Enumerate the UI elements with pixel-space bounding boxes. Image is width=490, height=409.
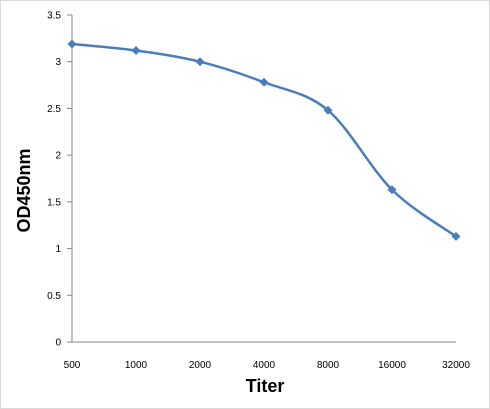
- x-tick-label: 8000: [317, 360, 340, 371]
- series-line: [71, 42, 457, 238]
- x-tick-label: 500: [64, 360, 81, 371]
- x-tick-label: 4000: [253, 360, 276, 371]
- y-tick-label: 3: [55, 57, 61, 68]
- data-point-marker: [323, 105, 333, 115]
- y-tick-label: 1.5: [47, 197, 61, 208]
- y-tick-label: 0.5: [47, 291, 61, 302]
- y-tick-label: 2.5: [47, 104, 61, 115]
- data-point-marker: [259, 77, 269, 87]
- y-tick-label: 1: [55, 244, 61, 255]
- x-tick-label: 16000: [378, 360, 406, 371]
- x-tick-label: 2000: [189, 360, 212, 371]
- x-tick-label: 32000: [442, 360, 470, 371]
- data-point-marker: [67, 39, 77, 49]
- data-point-marker: [387, 185, 397, 195]
- data-point-marker: [451, 231, 461, 241]
- y-axis-title: OD450nm: [14, 148, 34, 232]
- y-tick-label: 0: [55, 338, 61, 349]
- series-layer: [67, 39, 461, 241]
- data-point-marker: [131, 46, 141, 56]
- y-tick-label: 3.5: [47, 11, 61, 22]
- data-point-marker: [195, 57, 205, 67]
- y-tick-labels: 0 0.5 1 1.5 2 2.5 3 3.5: [47, 11, 72, 349]
- y-tick-label: 2: [55, 151, 61, 162]
- x-axis-title: Titer: [246, 376, 285, 396]
- x-tick-labels: 500 1000 2000 4000 8000 16000 32000: [64, 360, 471, 371]
- x-tick-label: 1000: [125, 360, 148, 371]
